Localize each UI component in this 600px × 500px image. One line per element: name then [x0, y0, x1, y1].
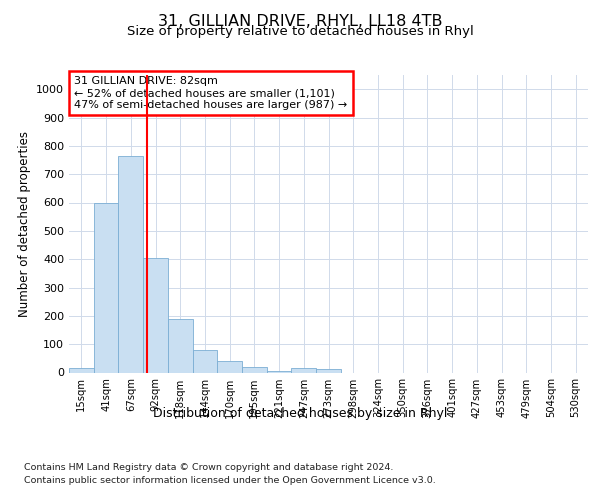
Bar: [242, 368, 267, 372]
Bar: [217, 361, 242, 372]
Text: 31, GILLIAN DRIVE, RHYL, LL18 4TB: 31, GILLIAN DRIVE, RHYL, LL18 4TB: [158, 14, 442, 29]
Bar: [143, 258, 168, 372]
Text: Size of property relative to detached houses in Rhyl: Size of property relative to detached ho…: [127, 25, 473, 38]
Text: Contains HM Land Registry data © Crown copyright and database right 2024.: Contains HM Land Registry data © Crown c…: [24, 462, 394, 471]
Text: Distribution of detached houses by size in Rhyl: Distribution of detached houses by size …: [153, 408, 447, 420]
Bar: [292, 368, 316, 372]
Y-axis label: Number of detached properties: Number of detached properties: [17, 130, 31, 317]
Bar: [193, 350, 217, 372]
Bar: [94, 202, 118, 372]
Bar: [118, 156, 143, 372]
Bar: [267, 371, 292, 372]
Bar: [69, 368, 94, 372]
Text: Contains public sector information licensed under the Open Government Licence v3: Contains public sector information licen…: [24, 476, 436, 485]
Bar: [168, 318, 193, 372]
Text: 31 GILLIAN DRIVE: 82sqm
← 52% of detached houses are smaller (1,101)
47% of semi: 31 GILLIAN DRIVE: 82sqm ← 52% of detache…: [74, 76, 347, 110]
Bar: [316, 369, 341, 372]
